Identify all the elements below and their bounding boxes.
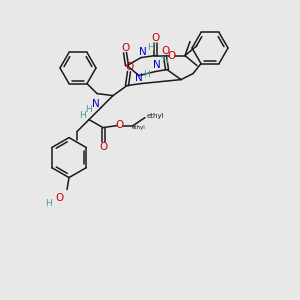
Text: O: O	[151, 33, 159, 43]
Text: H: H	[79, 111, 86, 120]
Text: O: O	[168, 51, 176, 61]
Text: O: O	[121, 43, 129, 52]
Text: O: O	[55, 193, 63, 202]
Text: O: O	[125, 61, 133, 72]
Text: O: O	[116, 120, 124, 130]
Text: O: O	[99, 142, 107, 152]
Text: H: H	[144, 70, 150, 79]
Text: H: H	[85, 105, 92, 114]
Text: H: H	[160, 56, 167, 65]
Text: N: N	[92, 99, 100, 109]
Text: N: N	[153, 60, 161, 70]
Text: O: O	[161, 46, 169, 56]
Text: H: H	[46, 199, 52, 208]
Text: N: N	[139, 46, 147, 57]
Text: ethyl: ethyl	[132, 125, 146, 130]
Text: H: H	[147, 43, 153, 52]
Text: N: N	[135, 73, 143, 82]
Text: ethyl: ethyl	[146, 112, 164, 118]
